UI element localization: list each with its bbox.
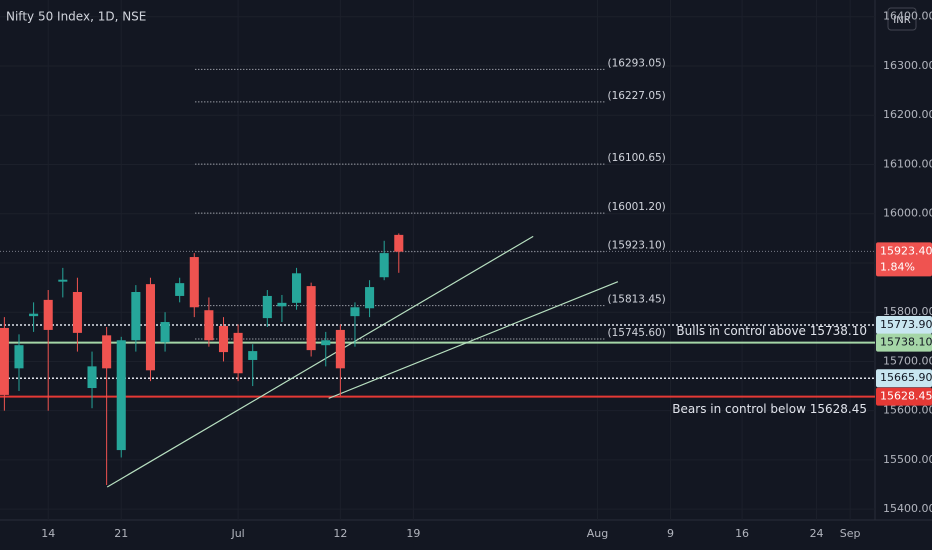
candle-body xyxy=(131,292,141,341)
x-tick-label: 21 xyxy=(114,527,128,540)
x-tick-label: Sep xyxy=(840,527,861,540)
y-tick-label: 16200.00 xyxy=(883,108,932,121)
candle-body xyxy=(87,366,97,389)
candle-body xyxy=(72,292,82,333)
price-badge-label: 15628.45 xyxy=(880,390,932,403)
level-label: (15923.10) xyxy=(607,240,665,252)
candle-body xyxy=(350,307,360,317)
y-tick-label: 15600.00 xyxy=(883,404,932,417)
candle-body xyxy=(14,345,24,369)
candle-body xyxy=(102,335,112,369)
x-tick-label: 12 xyxy=(333,527,347,540)
level-label: (15745.60) xyxy=(607,327,665,339)
y-tick-label: 15400.00 xyxy=(883,502,932,515)
level-label: (16293.05) xyxy=(607,57,665,69)
price-badge xyxy=(876,369,932,388)
candle-body xyxy=(29,313,39,317)
candle-body xyxy=(160,322,170,343)
candle-body xyxy=(204,310,214,341)
candle-body xyxy=(306,286,316,351)
level-label: (15813.45) xyxy=(607,294,665,306)
candle-body xyxy=(175,283,185,296)
candle-body xyxy=(145,284,155,371)
chart-title: Nifty 50 Index, 1D, NSE xyxy=(6,10,146,24)
candle-body xyxy=(0,327,9,395)
y-tick-label: 16300.00 xyxy=(883,59,932,72)
candle-body xyxy=(116,340,126,451)
level-label: (16100.65) xyxy=(607,152,665,164)
candle-body xyxy=(233,332,243,374)
candle-body xyxy=(248,351,258,360)
y-tick-label: 15700.00 xyxy=(883,354,932,367)
level-label: (16001.20) xyxy=(607,201,665,213)
y-tick-label: 15800.00 xyxy=(883,305,932,318)
y-tick-label: 16100.00 xyxy=(883,157,932,170)
annotation: Bulls in control above 15738.10 xyxy=(676,324,867,338)
candle-body xyxy=(58,279,68,282)
x-tick-label: Aug xyxy=(587,527,608,540)
candle-body xyxy=(43,299,53,330)
candle-body xyxy=(321,340,331,346)
y-tick-label: 15500.00 xyxy=(883,453,932,466)
trendline xyxy=(328,281,619,399)
price-badge-label: 15923.40 xyxy=(880,244,932,257)
x-tick-label: 16 xyxy=(735,527,749,540)
annotation: Bears in control below 15628.45 xyxy=(672,402,867,416)
trendline xyxy=(106,235,534,488)
y-tick-label: 16400.00 xyxy=(883,10,932,23)
currency-label: INR xyxy=(893,15,910,26)
candle-body xyxy=(262,295,272,319)
candle-body xyxy=(277,302,287,307)
candle-body xyxy=(292,273,302,303)
x-tick-label: 14 xyxy=(41,527,55,540)
price-badge xyxy=(876,316,932,335)
y-tick-label: 16000.00 xyxy=(883,207,932,220)
price-badge-label: 15773.90 xyxy=(880,318,932,331)
candle-body xyxy=(335,329,345,369)
change-label: 1.84% xyxy=(880,260,915,273)
x-tick-label: 9 xyxy=(667,527,674,540)
candle-body xyxy=(379,253,389,278)
plot: (16293.05) (16227.05) (16100.65) (16001.20)… xyxy=(0,57,875,488)
x-tick-label: 24 xyxy=(810,527,824,540)
x-tick-label: 19 xyxy=(406,527,420,540)
price-badge-label: 15665.90 xyxy=(880,371,932,384)
candle-body xyxy=(394,234,404,252)
candle-body xyxy=(189,257,199,308)
currency-badge[interactable] xyxy=(887,7,917,31)
price-badge xyxy=(876,387,932,406)
price-badge-label: 15738.10 xyxy=(880,336,932,349)
candle-body xyxy=(218,325,229,353)
price-badge xyxy=(876,242,932,277)
x-tick-label: Jul xyxy=(230,527,244,540)
level-label: (16227.05) xyxy=(607,90,665,102)
candle-body xyxy=(365,287,375,309)
price-badge xyxy=(876,333,932,352)
